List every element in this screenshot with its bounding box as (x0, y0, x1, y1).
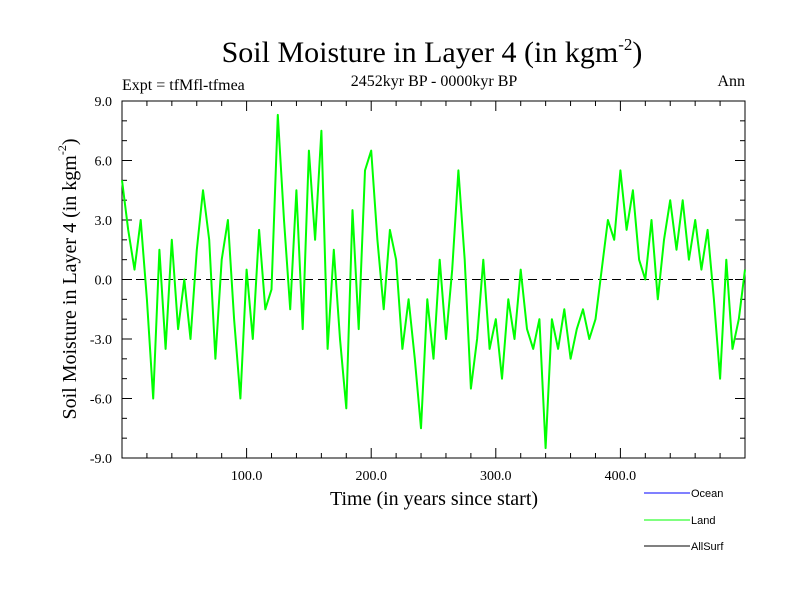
x-axis-label: Time (in years since start) (330, 488, 538, 510)
y-tick-label: -3.0 (90, 333, 112, 348)
x-tick-label: 300.0 (480, 469, 512, 484)
land-series-line (121, 113, 746, 450)
legend-label-ocean: Ocean (691, 488, 723, 500)
axis-ticks (122, 100, 745, 459)
chart-subtitle: 2452kyr BP - 0000kyr BP (351, 73, 518, 90)
y-tick-label: -6.0 (90, 393, 112, 408)
chart-title: Soil Moisture in Layer 4 (in kgm-2) (222, 35, 643, 69)
x-tick-labels: 100.0 200.0 300.0 400.0 (231, 469, 636, 484)
y-axis-label: Soil Moisture in Layer 4 (in kgm-2) (55, 138, 81, 419)
y-tick-label: 6.0 (95, 155, 113, 170)
season-label: Ann (717, 73, 745, 90)
y-tick-label: -9.0 (90, 452, 112, 467)
x-tick-label: 200.0 (355, 469, 387, 484)
legend-label-land: Land (691, 515, 715, 527)
y-tick-label: 9.0 (95, 95, 113, 110)
y-tick-label: 3.0 (95, 214, 113, 229)
experiment-label: Expt = tfMfl-tfmea (122, 77, 245, 94)
y-tick-label: 0.0 (95, 274, 113, 289)
x-tick-label: 100.0 (231, 469, 263, 484)
legend: Ocean Land AllSurf (644, 488, 724, 553)
y-tick-labels: 9.0 6.0 3.0 0.0 -3.0 -6.0 -9.0 (90, 95, 112, 467)
x-tick-label: 400.0 (605, 469, 637, 484)
legend-label-allsurf: AllSurf (691, 541, 724, 553)
